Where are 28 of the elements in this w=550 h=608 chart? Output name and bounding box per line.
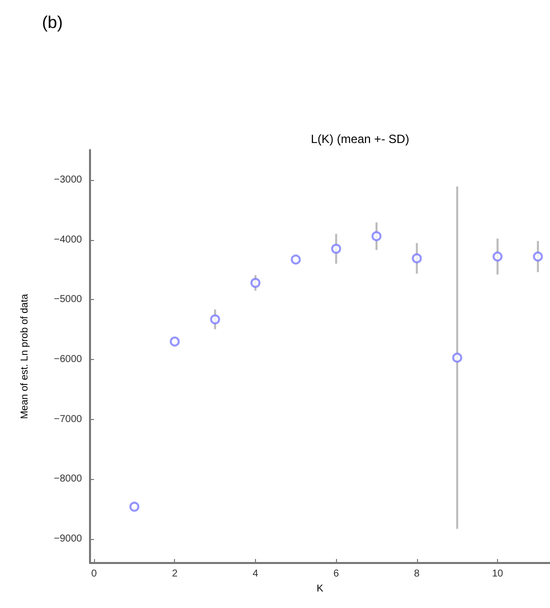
point: [331, 244, 342, 254]
y-tick-label: −7000: [54, 414, 82, 425]
chart-title: L(K) (mean +- SD): [310, 132, 410, 146]
point: [210, 314, 220, 324]
y-tick-label: −6000: [54, 354, 82, 365]
point: [170, 336, 180, 347]
point: [129, 502, 140, 512]
x-tick-label: 0: [91, 568, 98, 580]
x-tick-label: 10: [492, 568, 504, 580]
point: [290, 254, 301, 265]
point: [372, 231, 382, 242]
y-tick-label: −8000: [54, 474, 82, 485]
y-tick-label: −3000: [54, 174, 82, 186]
x-tick-label: 8: [414, 568, 420, 580]
x-axis-title: K: [316, 583, 324, 594]
y-tick-label: −5000: [54, 294, 82, 306]
x-tick-label: 6: [333, 568, 340, 580]
text: (b): [42, 13, 63, 32]
x-tick-label: 4: [252, 568, 259, 580]
point: [412, 253, 422, 264]
point: [492, 252, 503, 262]
x-tick-label: 2: [172, 568, 178, 580]
y-tick-label: −9000: [54, 534, 82, 545]
point: [452, 352, 462, 363]
point: [532, 252, 543, 262]
y-axis-title: Mean of est. Ln prob of data: [20, 294, 30, 420]
point: [250, 278, 260, 288]
y-tick-label: −4000: [54, 234, 82, 246]
